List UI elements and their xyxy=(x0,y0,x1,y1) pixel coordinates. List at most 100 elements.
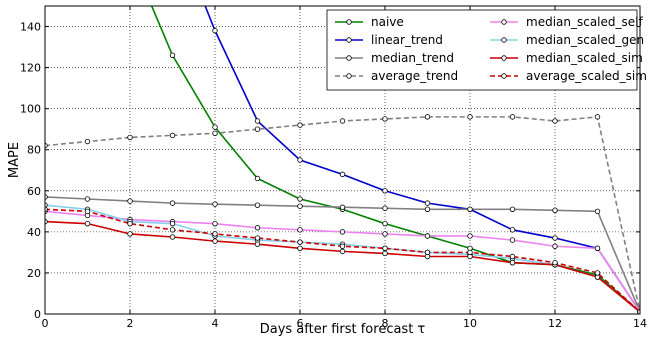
data-point-average_trend xyxy=(212,130,218,137)
legend-marker-average_trend xyxy=(346,73,352,79)
data-point-average_scaled_sim xyxy=(84,208,91,215)
data-point-median_trend xyxy=(552,207,558,214)
y-tick-label: 80 xyxy=(27,144,41,157)
legend-label-median_scaled_gen: median_scaled_gen xyxy=(526,33,644,47)
data-point-average_trend xyxy=(467,114,473,120)
data-point-average_scaled_sim xyxy=(382,245,388,251)
series-line-median_scaled_self xyxy=(45,210,640,313)
x-tick-label: 2 xyxy=(127,317,134,330)
data-point-naive xyxy=(212,124,218,130)
data-point-median_trend xyxy=(382,205,388,211)
legend-marker-median_scaled_self xyxy=(501,19,507,25)
data-point-median_scaled_self xyxy=(467,233,473,239)
data-point-linear_trend xyxy=(297,157,303,163)
data-point-average_scaled_sim xyxy=(169,227,176,233)
data-point-linear_trend xyxy=(552,235,558,241)
legend-label-median_scaled_self: median_scaled_self xyxy=(526,15,643,29)
data-point-median_scaled_self xyxy=(509,237,516,243)
data-point-average_trend xyxy=(509,114,516,120)
data-point-naive xyxy=(169,52,176,58)
legend-marker-median_scaled_gen xyxy=(501,37,507,43)
series-lines xyxy=(45,6,640,314)
y-axis-label: MAPE xyxy=(7,142,22,178)
legend-label-average_trend: average_trend xyxy=(371,69,458,83)
x-tick-label: 0 xyxy=(42,317,49,330)
x-tick-label: 6 xyxy=(297,317,304,330)
data-point-median_scaled_self xyxy=(297,227,303,233)
series-line-median_trend xyxy=(45,196,640,313)
data-point-average_scaled_sim xyxy=(637,309,640,314)
data-point-naive xyxy=(254,175,261,182)
data-point-average_scaled_sim xyxy=(254,235,261,241)
series-line-median_scaled_sim xyxy=(45,220,640,313)
data-point-median_scaled_sim xyxy=(84,220,91,227)
data-point-median_scaled_gen xyxy=(169,220,176,227)
y-tick-label: 0 xyxy=(34,308,41,321)
x-tick-label: 14 xyxy=(633,317,647,330)
data-point-linear_trend xyxy=(509,227,516,233)
data-point-median_trend xyxy=(339,204,346,210)
data-point-average_scaled_sim xyxy=(339,243,346,249)
data-point-median_trend xyxy=(84,196,91,202)
data-point-average_trend xyxy=(297,122,303,128)
data-point-median_trend xyxy=(297,203,303,209)
legend-box xyxy=(326,9,638,91)
data-point-median_trend xyxy=(467,206,473,212)
data-point-median_trend xyxy=(254,202,261,208)
data-point-median_scaled_sim xyxy=(339,248,346,255)
data-point-average_trend xyxy=(552,118,558,124)
data-point-linear_trend xyxy=(339,171,346,178)
data-point-linear_trend xyxy=(212,27,218,34)
x-axis-label: Days after first forecast τ xyxy=(260,322,426,337)
legend-label-linear_trend: linear_trend xyxy=(371,33,443,47)
data-point-average_scaled_sim xyxy=(467,249,473,256)
data-point-average_scaled_sim xyxy=(127,220,133,227)
y-tick-label: 40 xyxy=(27,226,41,239)
data-point-median_scaled_sim xyxy=(127,231,133,237)
data-point-median_trend xyxy=(169,200,176,206)
series-line-average_trend xyxy=(45,116,640,313)
data-point-average_scaled_sim xyxy=(297,239,303,245)
data-point-average_scaled_sim xyxy=(424,249,431,256)
data-point-median_trend xyxy=(212,201,218,207)
legend-marker-naive xyxy=(346,19,352,25)
legend-marker-linear_trend xyxy=(346,37,352,43)
data-point-average_trend xyxy=(84,138,91,145)
data-point-average_trend xyxy=(254,126,261,132)
data-point-median_trend xyxy=(424,206,431,212)
data-point-median_scaled_sim xyxy=(254,241,261,247)
data-point-average_scaled_sim xyxy=(509,253,516,260)
legend-label-median_trend: median_trend xyxy=(371,51,454,65)
data-point-median_scaled_sim xyxy=(297,245,303,251)
data-point-median_scaled_self xyxy=(594,245,601,251)
series-clip-group xyxy=(45,6,640,314)
plot-frame xyxy=(44,5,641,315)
data-point-linear_trend xyxy=(254,118,261,124)
series-line-linear_trend xyxy=(204,6,640,313)
legend: naive linear_trend median_trend average_tre… xyxy=(326,9,647,91)
data-point-average_trend xyxy=(127,134,133,141)
data-point-median_scaled_self xyxy=(339,229,346,235)
legend-marker-average_scaled_sim xyxy=(501,73,507,79)
data-point-median_scaled_self xyxy=(552,243,558,249)
data-point-median_trend xyxy=(127,198,133,204)
data-point-median_scaled_sim xyxy=(509,259,516,266)
x-tick-label: 10 xyxy=(463,317,477,330)
data-point-median_scaled_sim xyxy=(382,250,388,257)
series-line-average_scaled_sim xyxy=(45,208,640,313)
y-tick-label: 20 xyxy=(27,267,41,280)
series-line-median_scaled_gen xyxy=(45,204,640,313)
legend-label-median_scaled_sim: median_scaled_sim xyxy=(526,51,643,65)
x-tick-label: 4 xyxy=(212,317,219,330)
y-tick-label: 120 xyxy=(20,62,41,75)
x-tick-label: 8 xyxy=(382,317,389,330)
data-point-median_scaled_self xyxy=(382,231,388,237)
data-point-average_trend xyxy=(594,114,601,120)
data-point-average_trend xyxy=(424,114,431,120)
y-tick-label: 60 xyxy=(27,185,41,198)
data-point-median_scaled_self xyxy=(254,225,261,231)
data-point-median_scaled_self xyxy=(424,233,431,239)
data-point-average_trend xyxy=(169,132,176,139)
